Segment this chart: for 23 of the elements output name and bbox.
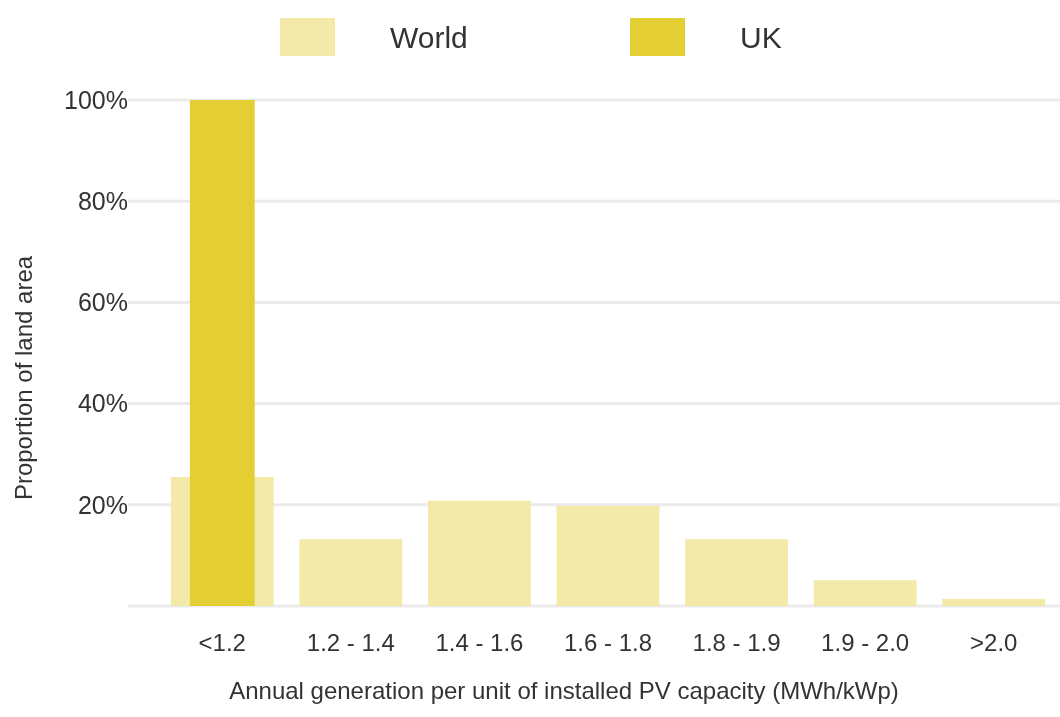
bar [189,100,255,606]
bar [942,598,1046,606]
y-axis-title: Proportion of land area [10,255,37,501]
x-tick-label: 1.2 - 1.4 [306,629,395,656]
bar [813,580,917,606]
x-tick-label: <1.2 [198,629,246,656]
bar [299,539,403,606]
x-tick-label: 1.9 - 2.0 [821,629,910,656]
legend-label: World [390,20,468,54]
x-tick-label: 1.4 - 1.6 [435,629,524,656]
y-tick-label: 60% [77,288,128,317]
y-tick-label: 100% [64,85,128,114]
bar [685,539,788,606]
x-tick-label: 1.6 - 1.8 [563,629,653,656]
bar [556,505,660,606]
x-axis-title: Annual generation per unit of installed PV capacity (MWh/kWp) [229,677,899,704]
legend-label: UK [740,20,782,54]
y-tick-label: 20% [77,490,128,519]
x-tick-label: >2.0 [970,629,1018,656]
bar [428,500,531,606]
y-tick-label: 40% [77,389,128,418]
x-tick-label: 1.8 - 1.9 [692,629,781,656]
y-tick-label: 80% [77,186,128,215]
